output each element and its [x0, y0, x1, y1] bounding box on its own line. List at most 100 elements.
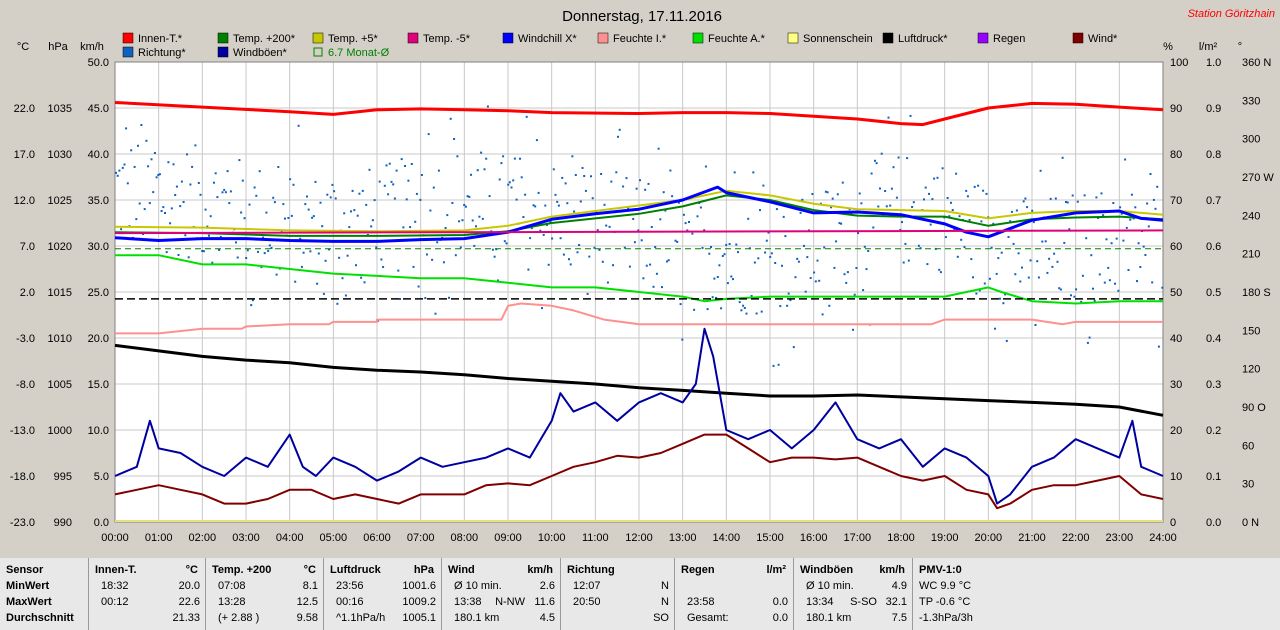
- richtung-dot: [618, 128, 621, 131]
- richtung-dot: [669, 169, 672, 172]
- summary-cell: S-SO: [850, 596, 877, 608]
- richtung-dot: [442, 261, 445, 264]
- summary-column: PMV-1:0 WC 9.9 °C TP -0.6 °C -1.3hPa/3h: [912, 558, 1280, 630]
- richtung-dot: [841, 181, 844, 184]
- richtung-dot: [860, 202, 863, 205]
- richtung-dot: [1010, 210, 1013, 213]
- richtung-dot: [564, 182, 567, 185]
- richtung-dot: [270, 247, 273, 249]
- summary-cell: 13:28: [218, 596, 246, 608]
- richtung-dot: [419, 198, 422, 201]
- richtung-dot: [701, 246, 704, 249]
- tick-time: 01:00: [145, 532, 173, 544]
- richtung-dot: [480, 151, 483, 154]
- richtung-dot: [179, 205, 182, 208]
- richtung-dot: [803, 244, 805, 247]
- richtung-dot: [823, 246, 826, 249]
- richtung-dot: [1049, 197, 1052, 200]
- richtung-dot: [382, 266, 385, 268]
- richtung-dot: [723, 253, 726, 256]
- richtung-dot: [858, 192, 861, 195]
- richtung-dot: [1154, 207, 1157, 210]
- richtung-dot: [130, 149, 133, 152]
- richtung-dot: [586, 292, 589, 295]
- richtung-dot: [753, 261, 756, 264]
- richtung-dot: [816, 259, 819, 262]
- richtung-dot: [530, 227, 533, 230]
- tick-time: 06:00: [363, 532, 391, 544]
- richtung-dot: [885, 205, 888, 208]
- richtung-dot: [966, 195, 969, 198]
- richtung-dot: [138, 202, 141, 205]
- richtung-dot: [125, 127, 128, 130]
- richtung-dot: [1137, 242, 1140, 245]
- summary-cell: 18:32: [101, 580, 129, 592]
- richtung-dot: [833, 266, 836, 269]
- richtung-dot: [880, 152, 883, 155]
- summary-cell: TP -0.6 °C: [919, 596, 971, 608]
- richtung-dot: [1161, 286, 1164, 289]
- series-line: [114, 101, 1164, 127]
- tick-time: 22:00: [1062, 532, 1090, 544]
- richtung-dot: [1032, 221, 1035, 224]
- richtung-dot: [742, 304, 745, 307]
- richtung-dot: [644, 188, 647, 191]
- richtung-dot: [568, 258, 570, 261]
- richtung-dot: [356, 214, 359, 217]
- richtung-dot: [371, 219, 374, 222]
- richtung-dot: [704, 165, 707, 168]
- richtung-dot: [681, 338, 684, 341]
- tick-rain: 0.1: [1206, 471, 1221, 483]
- richtung-dot: [676, 240, 679, 243]
- richtung-dot: [1051, 265, 1054, 268]
- richtung-dot: [831, 197, 834, 200]
- summary-cell: 12.5: [296, 596, 318, 608]
- tick-wind: 50.0: [88, 57, 109, 69]
- richtung-dot: [600, 173, 603, 175]
- richtung-dot: [444, 227, 447, 229]
- richtung-dot: [884, 190, 887, 192]
- richtung-dot: [287, 217, 290, 219]
- richtung-dot: [297, 124, 300, 127]
- richtung-dot: [789, 299, 792, 302]
- richtung-dot: [759, 209, 761, 212]
- summary-column: Innen-T. °C 18:32 20.0 00:12 22.6 21.33: [88, 558, 206, 630]
- legend-item: Windchill X*: [502, 32, 577, 45]
- richtung-dot: [892, 166, 895, 169]
- tick-wind: 35.0: [88, 195, 109, 207]
- richtung-dot: [397, 269, 400, 272]
- richtung-dot: [632, 218, 635, 220]
- richtung-dot: [764, 251, 767, 254]
- richtung-dot: [500, 162, 503, 165]
- richtung-dot: [713, 277, 716, 280]
- richtung-dot: [346, 254, 349, 257]
- richtung-dot: [924, 186, 927, 189]
- tick-wind: 10.0: [88, 425, 109, 437]
- richtung-dot: [513, 157, 516, 160]
- richtung-dot: [622, 185, 625, 188]
- richtung-dot: [316, 282, 319, 285]
- summary-column: Regen l/m² 23:58 0.0 Gesamt: 0.0: [674, 558, 794, 630]
- richtung-dot: [184, 234, 187, 237]
- richtung-dot: [182, 201, 185, 203]
- richtung-dot: [211, 261, 214, 264]
- summary-cell: 13:34: [806, 596, 834, 608]
- richtung-dot: [534, 205, 537, 208]
- tick-rain: 0.0: [1206, 517, 1221, 529]
- richtung-dot: [777, 363, 780, 366]
- richtung-dot: [162, 206, 165, 209]
- richtung-dot: [635, 187, 638, 190]
- richtung-dot: [160, 210, 163, 212]
- richtung-dot: [1039, 169, 1042, 172]
- richtung-dot: [946, 197, 949, 199]
- richtung-dot: [251, 299, 254, 302]
- richtung-dot: [1034, 324, 1037, 326]
- summary-column: Sensor MinWert MaxWert Durchschnitt: [0, 558, 88, 630]
- tick-humidity: 30: [1170, 379, 1182, 391]
- summary-cell: 9.58: [296, 612, 318, 624]
- richtung-dot: [409, 226, 412, 229]
- richtung-dot: [612, 264, 614, 267]
- richtung-dot: [955, 172, 958, 175]
- tick-pressure: 1015: [48, 287, 72, 299]
- richtung-dot: [187, 256, 190, 259]
